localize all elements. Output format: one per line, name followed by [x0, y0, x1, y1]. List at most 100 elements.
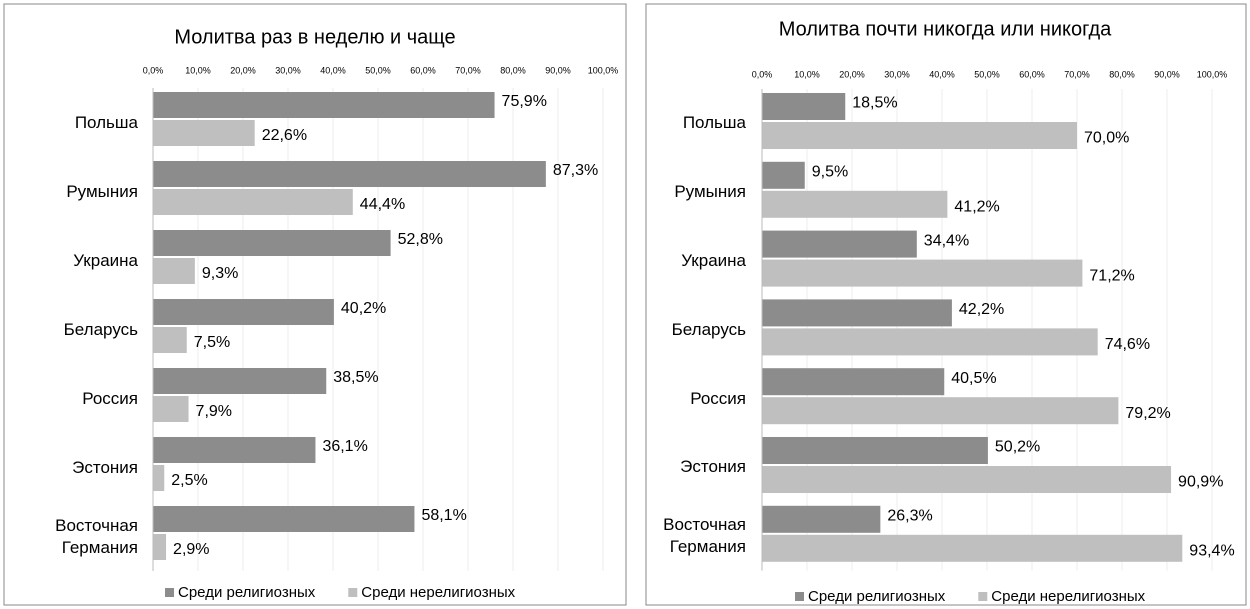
data-label: 75,9% [502, 93, 547, 110]
data-label: 50,2% [995, 439, 1040, 456]
legend-label: Среди нерелигиозных [361, 584, 515, 601]
data-label: 7,5% [194, 334, 230, 351]
data-label: 18,5% [852, 95, 897, 112]
data-label: 87,3% [553, 162, 598, 179]
data-label: 38,5% [333, 369, 378, 386]
data-label: 9,5% [812, 164, 848, 181]
bar [762, 161, 805, 189]
x-tick-label: 30,0% [275, 65, 301, 75]
bar [762, 437, 988, 464]
data-label: 71,2% [1089, 267, 1134, 284]
y-tick-label-box: Эстония [680, 457, 746, 477]
legend-label: Среди религиозных [178, 584, 316, 601]
y-tick-label: Украина [73, 250, 138, 270]
x-tick-label: 60,0% [410, 65, 436, 75]
y-tick-label-box: Румыния [674, 182, 746, 202]
y-tick-label: Беларусь [63, 319, 138, 339]
data-label: 44,4% [360, 196, 405, 213]
bar [153, 92, 495, 118]
legend-swatch [978, 592, 988, 601]
y-tick-label-box: Беларусь [672, 320, 746, 339]
x-tick-label: 0,0% [752, 69, 773, 79]
y-tick-label-box: Румыния [66, 181, 138, 201]
bar [153, 258, 195, 284]
data-label: 40,5% [951, 370, 996, 387]
bar [762, 190, 948, 218]
bar [762, 230, 917, 258]
x-tick-label: 0,0% [143, 65, 164, 75]
y-tick-label: Россия [82, 388, 138, 408]
y-tick-label: Восточная Германия [55, 515, 138, 557]
bar [153, 506, 415, 532]
bar [153, 437, 316, 463]
x-tick-label: 50,0% [365, 65, 391, 75]
y-tick-label: Эстония [680, 457, 746, 477]
data-label: 93,4% [1189, 543, 1234, 560]
x-tick-label: 100,0% [1197, 69, 1228, 79]
y-tick-label-box: Эстония [72, 457, 138, 477]
chart-title: Молитва почти никогда или никогда [779, 18, 1112, 40]
bar [153, 161, 546, 187]
data-label: 41,2% [954, 199, 999, 216]
bar [153, 189, 353, 215]
bar [762, 299, 952, 327]
bar [762, 93, 846, 120]
data-label: 9,3% [202, 265, 238, 282]
data-label: 90,9% [1178, 474, 1223, 491]
y-tick-label: Польша [682, 113, 746, 133]
data-label: 7,9% [196, 403, 232, 420]
data-label: 79,2% [1125, 405, 1170, 422]
bar [153, 120, 255, 146]
x-tick-label: 40,0% [320, 65, 346, 75]
bar [153, 368, 327, 394]
x-tick-label: 70,0% [1064, 69, 1090, 79]
bar [762, 122, 1077, 149]
legend-swatch [348, 588, 358, 597]
x-tick-label: 80,0% [1109, 69, 1135, 79]
y-tick-label: Россия [690, 388, 746, 408]
data-label: 42,2% [959, 301, 1004, 318]
data-label: 74,6% [1105, 336, 1150, 353]
y-tick-label: Эстония [72, 457, 138, 477]
x-tick-label: 50,0% [974, 69, 1000, 79]
data-label: 2,5% [171, 472, 207, 489]
chart-title: Молитва раз в неделю и чаще [174, 26, 455, 48]
y-tick-label: Румыния [674, 182, 746, 202]
bar [153, 230, 391, 256]
y-tick-label-box: Беларусь [63, 319, 138, 339]
bar [762, 368, 945, 396]
y-tick-label-box: Польша [682, 113, 746, 133]
bar [762, 397, 1119, 425]
legend-swatch [165, 588, 174, 597]
bar [762, 505, 881, 533]
bar [153, 465, 165, 491]
bar [153, 534, 167, 560]
legend-label: Среди нерелигиозных [991, 588, 1145, 605]
x-tick-label: 30,0% [884, 69, 910, 79]
y-tick-label-box: Россия [690, 388, 746, 408]
bar [153, 327, 187, 353]
data-label: 52,8% [398, 231, 443, 248]
x-tick-label: 90,0% [1154, 69, 1180, 79]
y-tick-label-box: Украина [681, 250, 746, 270]
y-tick-label: Восточная Германия [663, 515, 746, 557]
x-tick-label: 80,0% [500, 65, 526, 75]
y-tick-label: Польша [74, 112, 138, 132]
y-tick-label: Румыния [66, 181, 138, 201]
data-label: 40,2% [341, 300, 386, 317]
bar [153, 396, 189, 422]
data-label: 26,3% [887, 508, 932, 525]
data-label: 2,9% [173, 541, 209, 558]
data-label: 58,1% [421, 507, 466, 524]
y-tick-label-box: Восточная Германия [55, 515, 138, 557]
y-tick-label-box: Восточная Германия [663, 515, 746, 557]
y-tick-label: Украина [681, 250, 746, 270]
x-tick-label: 100,0% [588, 65, 619, 75]
y-tick-label-box: Польша [74, 112, 138, 132]
data-label: 22,6% [262, 127, 307, 144]
data-label: 36,1% [322, 438, 367, 455]
panel-border [3, 3, 627, 606]
bar [762, 466, 1172, 493]
